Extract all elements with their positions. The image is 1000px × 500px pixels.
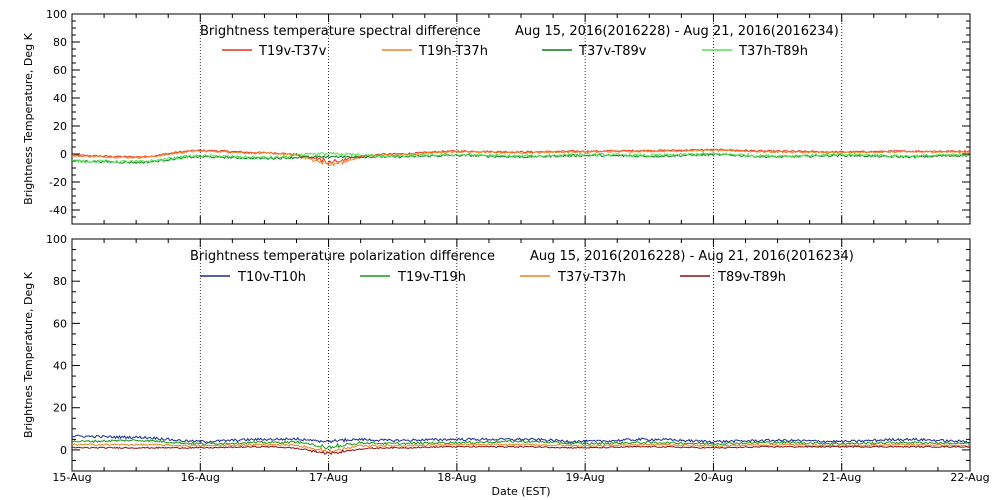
y-tick-label: 80 [53,36,67,49]
legend-label-t37v-t37h: T37v-T37h [557,270,626,285]
y-tick-label: 20 [53,120,67,133]
legend: T10v-T10h T19v-T19h T37v-T37h T89v-T89h [200,270,786,285]
x-tick-label: 17-Aug [309,471,348,484]
legend: T19v-T37v T19h-T37h T37v-T89v T37h-T89h [222,44,808,59]
x-tick-label: 19-Aug [566,471,605,484]
y-tick-label: 0 [60,444,67,457]
y-tick-label: -20 [49,176,67,189]
y-tick-label: 0 [60,148,67,161]
series-lines [71,148,971,167]
legend-label-t19v-t19h: T19v-T19h [397,270,466,285]
plot-frame [71,238,971,472]
y-tick-label: -40 [49,204,67,217]
y-tick-label: 40 [53,360,67,373]
axis-ticks: -40 -20 0 20 40 60 80 100 [46,8,971,225]
x-tick-label: 22-Aug [950,471,989,484]
series-line-t37v-t37h [71,443,971,454]
y-tick-label: 40 [53,92,67,105]
legend-label-t19h-t37h: T19h-T37h [418,44,488,59]
polarization-difference-panel: Brightness temperature polarization diff… [22,233,990,498]
x-tick-label: 15-Aug [52,471,91,484]
spectral-difference-panel: Brightness temperature spectral differen… [22,8,971,225]
x-tick-label: 20-Aug [694,471,733,484]
legend-label-t19v-t37v: T19v-T37v [258,44,327,59]
y-tick-label: 100 [46,233,67,246]
date-range: Aug 15, 2016(2016228) - Aug 21, 2016(201… [530,249,854,264]
axis-ticks: 15-Aug 16-Aug 17-Aug 18-Aug 19-Aug 20-Aug 21-A… [46,233,990,484]
y-tick-label: 100 [46,8,67,21]
y-tick-label: 80 [53,275,67,288]
legend-label-t37h-t89h: T37h-T89h [738,44,808,59]
series-line-t10v-t10h [71,434,971,444]
grid-lines [199,14,843,224]
x-tick-label: 18-Aug [437,471,476,484]
y-tick-label: 60 [53,64,67,77]
series-line-t89v-t89h [71,445,971,456]
chart-title: Brightness temperature polarization diff… [190,249,495,264]
plot-frame [71,13,971,225]
legend-label-t10v-t10h: T10v-T10h [237,270,306,285]
date-range: Aug 15, 2016(2016228) - Aug 21, 2016(201… [515,24,839,39]
series-line-t19h-t37h [71,148,971,167]
x-tick-label: 16-Aug [181,471,220,484]
x-axis-label: Date (EST) [491,485,550,498]
series-line-t19v-t19h [71,439,971,450]
y-axis-label: Brightness Temperature, Deg K [22,32,35,204]
legend-label-t89v-t89h: T89v-T89h [717,270,786,285]
series-line-t37h-t89h [71,151,971,164]
y-axis-label: Brightnes Temperature, Deg K [22,271,35,438]
legend-label-t37v-t89v: T37v-T89v [578,44,647,59]
y-tick-label: 60 [53,317,67,330]
x-tick-label: 21-Aug [822,471,861,484]
chart-title: Brightness temperature spectral differen… [200,24,481,39]
y-tick-label: 20 [53,402,67,415]
series-lines [71,434,971,456]
